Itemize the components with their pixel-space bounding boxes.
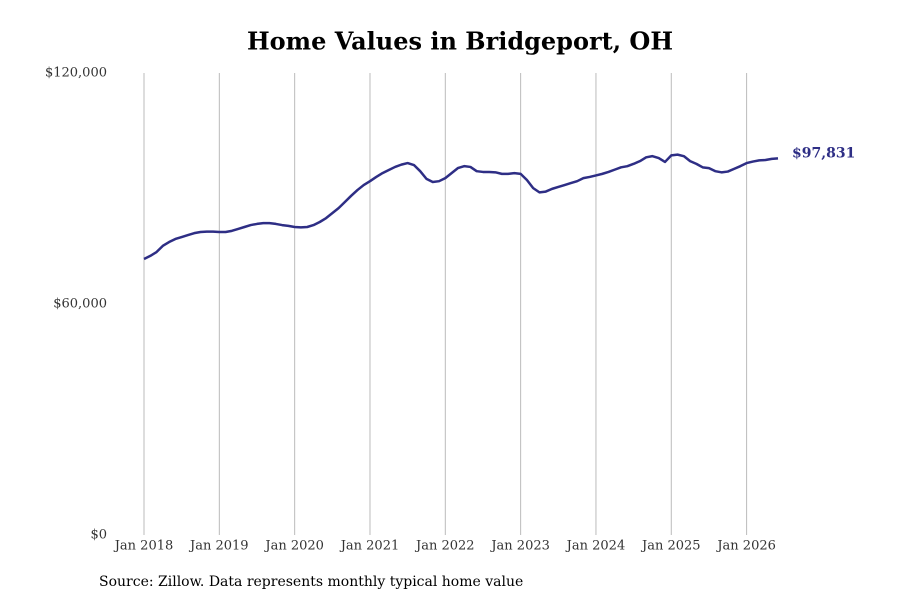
x-tick-label: Jan 2024: [565, 539, 626, 554]
data-label: $97,831: [792, 145, 855, 161]
y-tick-label: $60,000: [53, 297, 107, 312]
chart-title: Home Values in Bridgeport, OH: [247, 27, 673, 56]
y-tick-label: $120,000: [45, 66, 107, 81]
y-tick-label: $0: [90, 528, 107, 543]
line-series: [143, 153, 779, 261]
x-tick-label: Jan 2019: [188, 539, 249, 554]
x-tick-label: Jan 2025: [640, 539, 701, 554]
x-tick-label: Jan 2020: [263, 539, 324, 554]
x-tick-label: Jan 2018: [113, 539, 174, 554]
x-tick-label: Jan 2022: [414, 539, 475, 554]
x-tick-label: Jan 2026: [715, 539, 776, 554]
x-tick-label: Jan 2021: [339, 539, 400, 554]
x-tick-label: Jan 2023: [489, 539, 550, 554]
source-note: Source: Zillow. Data represents monthly …: [99, 574, 523, 590]
